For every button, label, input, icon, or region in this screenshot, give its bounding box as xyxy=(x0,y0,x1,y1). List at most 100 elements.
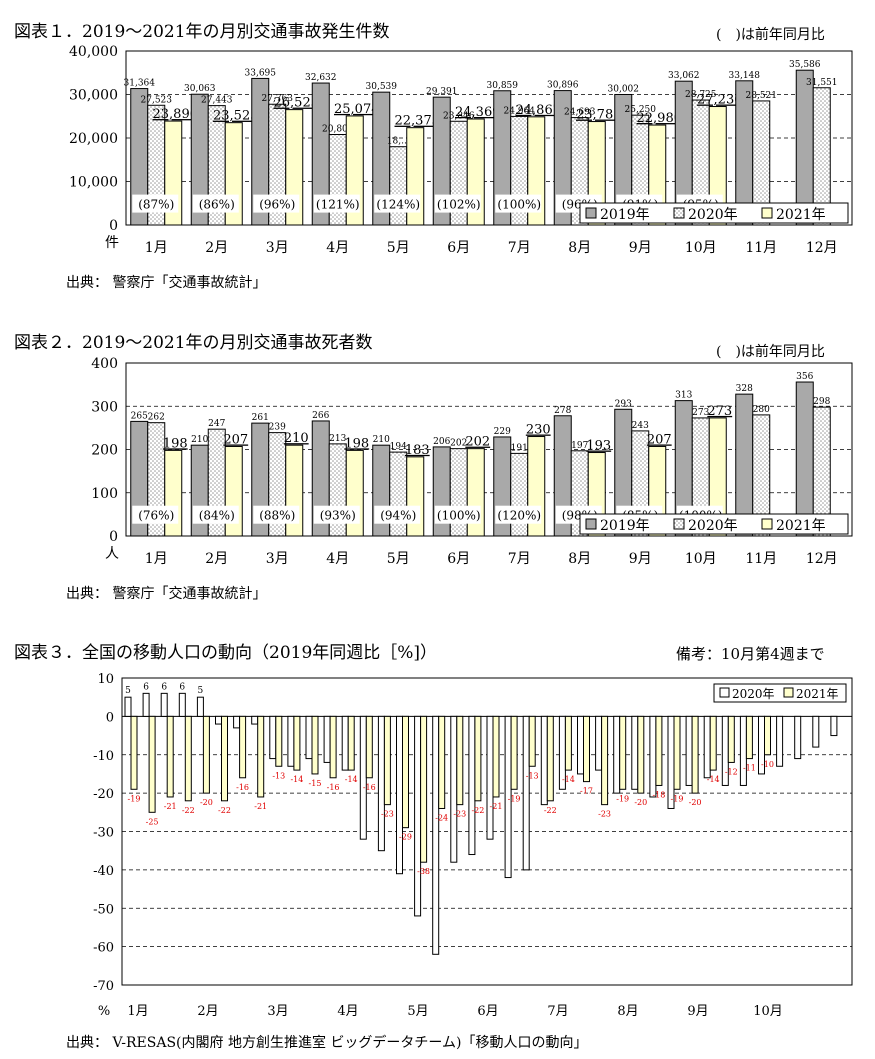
data-label-2021: -22 xyxy=(544,806,557,815)
data-label-2021: -19 xyxy=(128,794,141,803)
bar-2021 xyxy=(239,715,247,779)
bar-2021 xyxy=(365,715,373,779)
ratio-bg xyxy=(192,194,239,213)
data-label: 26,523 xyxy=(274,96,320,111)
bar-2021 xyxy=(510,715,518,790)
data-label: 27,236 xyxy=(697,93,743,108)
ratio-label: (124%) xyxy=(376,198,420,212)
chart3-source: 出典： V-RESAS(内閣府 地方創生推進室 ビッグデータチーム)「移動人口の… xyxy=(66,1035,588,1051)
bar-2020 xyxy=(233,715,241,729)
data-label-2021: -21 xyxy=(254,802,267,811)
data-label-2020: 6 xyxy=(143,682,149,692)
ratio-label: (76%) xyxy=(138,509,174,523)
data-label: 313 xyxy=(675,391,692,401)
y-tick-label: -40 xyxy=(93,864,114,879)
ratio-bg xyxy=(253,505,300,524)
data-label: 273 xyxy=(707,404,732,419)
bar-2020 xyxy=(377,715,385,852)
bar-2021 xyxy=(673,715,681,790)
data-label-2021: -23 xyxy=(598,810,611,819)
data-label: 198 xyxy=(163,436,188,451)
chart2-note: ( )は前年同月比 xyxy=(716,344,825,360)
x-tick-label: 6月 xyxy=(447,240,470,256)
data-label: 261 xyxy=(252,413,269,423)
bar-2021 xyxy=(727,715,735,763)
ratio-label: (100%) xyxy=(437,509,481,523)
data-label-2021: -12 xyxy=(725,767,738,776)
bar-2020 xyxy=(577,715,584,775)
data-label: 265 xyxy=(131,411,148,421)
legend-label: 2020年 xyxy=(688,518,738,534)
data-label: 25,074 xyxy=(334,102,380,117)
data-label: 198 xyxy=(344,436,369,451)
bar-2020 xyxy=(396,715,403,875)
ratio-label: (84%) xyxy=(199,509,235,523)
data-label: 27,443 xyxy=(201,96,233,106)
data-label: 30,002 xyxy=(608,84,640,94)
legend-label: 2019年 xyxy=(600,207,650,223)
bar-2021 xyxy=(202,715,210,794)
x-tick-label: 5月 xyxy=(387,551,410,567)
x-tick-label: 9月 xyxy=(687,1004,708,1019)
data-label: 23,781 xyxy=(576,108,622,123)
x-tick-label: 4月 xyxy=(337,1004,358,1019)
data-label-2021: -24 xyxy=(435,813,448,822)
x-tick-label: 3月 xyxy=(267,1004,288,1019)
data-label: 202 xyxy=(465,435,490,450)
legend-swatch xyxy=(673,207,685,219)
x-tick-label: 4月 xyxy=(326,240,349,256)
data-label: 210 xyxy=(284,431,309,446)
bar-2020 xyxy=(595,715,603,771)
ratio-label: (86%) xyxy=(199,198,235,212)
bar-2020 xyxy=(323,715,331,763)
chart2-source: 出典： 警察庁「交通事故統計」 xyxy=(66,586,267,602)
bar-2020 xyxy=(794,715,802,760)
bar-2021 xyxy=(583,715,590,783)
data-label-2021: -15 xyxy=(309,779,322,788)
data-label: 210 xyxy=(373,435,390,445)
legend-box xyxy=(713,683,847,703)
data-label-2021: -22 xyxy=(471,806,484,815)
data-label: 28,725 xyxy=(685,90,717,100)
data-label-2021: -22 xyxy=(218,806,231,815)
ratio-bg xyxy=(192,505,239,524)
bar-2021 xyxy=(383,715,391,806)
data-label: 24,693 xyxy=(564,108,596,118)
data-label-2020: 6 xyxy=(179,682,185,692)
ratio-bg xyxy=(374,194,421,213)
bar-2020 xyxy=(215,715,222,725)
x-tick-label: 3月 xyxy=(266,240,289,256)
bar-2020年 xyxy=(812,87,831,226)
bar-2020 xyxy=(540,715,548,806)
y-tick-label: 0 xyxy=(106,710,114,725)
legend-label: 2021年 xyxy=(776,518,826,534)
bar-2020 xyxy=(631,715,639,790)
data-label: 33,148 xyxy=(729,71,761,81)
data-label-2020: 5 xyxy=(125,686,131,696)
bar-2020 xyxy=(703,715,711,779)
ratio-label: (100%) xyxy=(497,198,541,212)
data-label: 230 xyxy=(526,423,551,438)
data-label: 33,062 xyxy=(668,71,700,81)
bar-2021 xyxy=(329,715,337,779)
bar-2021 xyxy=(564,715,572,771)
data-label: 328 xyxy=(736,384,753,394)
bar-2021 xyxy=(619,715,627,790)
ratio-bg xyxy=(434,194,481,213)
data-label: 31,551 xyxy=(806,78,838,88)
data-label: 194 xyxy=(390,442,407,452)
legend-label: 2021年 xyxy=(796,687,839,701)
bar-2020 xyxy=(196,696,204,717)
bar-2021 xyxy=(402,715,409,829)
bar-2021 xyxy=(221,715,228,802)
data-label-2020: 6 xyxy=(161,682,167,692)
bar-2021 xyxy=(492,715,500,798)
bar-2020 xyxy=(269,715,277,760)
bar-2020 xyxy=(178,692,186,717)
data-label: 273 xyxy=(692,408,709,418)
data-label-2021: -22 xyxy=(182,806,195,815)
ratio-label: (94%) xyxy=(380,509,416,523)
x-tick-label: 1月 xyxy=(145,240,168,256)
